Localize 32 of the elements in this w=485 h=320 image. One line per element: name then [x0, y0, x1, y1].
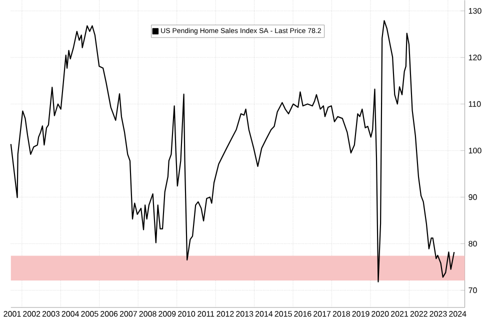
x-tick-label: 2003	[42, 311, 60, 317]
x-tick-label: 2015	[274, 311, 292, 317]
x-tick-label: 2016	[294, 311, 312, 317]
y-tick-label: 70	[468, 287, 477, 294]
x-tick-label: 2023	[430, 311, 447, 317]
y-tick-label: 120	[468, 54, 482, 60]
x-tick-label: 2010	[178, 311, 196, 317]
x-tick-label: 2006	[100, 311, 118, 317]
x-tick-label: 2001	[4, 311, 21, 317]
x-tick-label: 2011	[198, 311, 214, 317]
x-tick-label: 2022	[410, 311, 428, 317]
x-tick-label: 2012	[216, 311, 234, 317]
y-tick-label: 100	[468, 148, 482, 154]
x-tick-label: 2004	[62, 311, 80, 317]
x-tick-label: 2014	[255, 311, 273, 317]
x-tick-label: 2024	[449, 311, 466, 317]
x-tick-label: 2018	[332, 311, 350, 317]
x-tick-label: 2017	[314, 311, 331, 317]
x-tick-label: 2008	[139, 311, 156, 317]
line-series	[10, 20, 455, 282]
y-tick-label: 130	[468, 8, 482, 14]
x-tick-label: 2019	[352, 311, 370, 317]
x-tick-label: 2007	[120, 311, 137, 317]
x-tick-label: 2005	[81, 311, 98, 317]
x-tick-label: 2013	[236, 311, 254, 317]
y-tick-label: 110	[468, 101, 481, 107]
x-tick-label: 2002	[23, 311, 40, 317]
y-tick-label: 80	[468, 240, 477, 247]
x-tick-label: 2020	[372, 311, 389, 317]
x-tick-label: 2021	[391, 311, 408, 317]
y-tick-label: 90	[468, 194, 477, 200]
x-tick-label: 2009	[158, 311, 176, 317]
